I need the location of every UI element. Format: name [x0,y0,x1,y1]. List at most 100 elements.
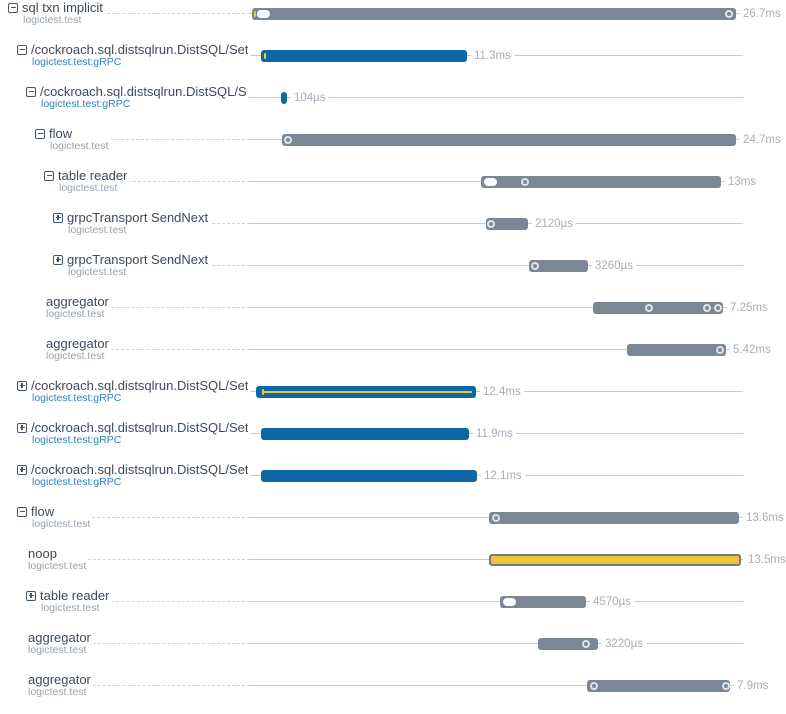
span-label: aggregator logictest.test [28,672,93,698]
child-span-marker [484,178,497,186]
span-title: grpcTransport SendNext [67,210,209,225]
log-event-marker[interactable] [703,304,711,312]
span-title: aggregator [46,336,109,351]
collapse-icon[interactable] [8,2,18,13]
expand-icon[interactable] [26,590,36,601]
log-event-marker[interactable] [722,682,730,690]
span-label: aggregator logictest.test [28,630,93,656]
expand-icon[interactable] [17,380,27,391]
trace-row[interactable]: /cockroach.sql.distsqlrun.DistSQL/Set log… [0,462,786,504]
log-event-marker[interactable] [521,178,529,186]
span-bar[interactable] [500,596,586,608]
span-title: table reader [58,168,128,183]
span-bar[interactable] [593,302,723,314]
trace-row[interactable]: sql txn implicit logictest.test 26.7ms [0,0,786,42]
span-subtitle: logictest.test [59,182,118,194]
log-event-marker[interactable] [645,304,653,312]
log-event-marker[interactable] [487,220,495,228]
collapse-icon[interactable] [44,170,54,181]
trace-row[interactable]: noop logictest.test 13.5ms [0,546,786,588]
trace-row[interactable]: /cockroach.sql.distsqlrun.DistSQL/S logic… [0,84,786,126]
span-bar[interactable] [261,50,467,62]
span-title: aggregator [28,630,91,645]
log-event-marker[interactable] [725,10,733,18]
span-duration: 104µs [291,91,329,105]
span-label: flow logictest.test [35,126,111,152]
span-bar[interactable] [489,554,741,566]
span-bar[interactable] [627,344,726,356]
span-bar[interactable] [587,680,730,692]
leader-line [28,559,250,560]
span-bar[interactable] [261,428,469,440]
timeline-track [250,265,743,266]
trace-row[interactable]: /cockroach.sql.distsqlrun.DistSQL/Set log… [0,42,786,84]
collapse-icon[interactable] [17,506,27,517]
trace-row[interactable]: /cockroach.sql.distsqlrun.DistSQL/Set log… [0,378,786,420]
trace-row[interactable]: flow logictest.test 24.7ms [0,126,786,168]
log-event-marker[interactable] [531,262,539,270]
span-title: /cockroach.sql.distsqlrun.DistSQL/Set [31,42,249,57]
span-title: /cockroach.sql.distsqlrun.DistSQL/Set [31,462,249,477]
span-duration: 26.7ms [740,7,784,21]
span-bar[interactable] [529,260,588,272]
critical-start-marker [254,11,256,17]
expand-icon[interactable] [53,254,63,265]
trace-row[interactable]: aggregator logictest.test 3220µs [0,630,786,672]
span-subtitle: logictest.test:gRPC [41,98,131,110]
expand-icon[interactable] [17,464,27,475]
leader-line [28,643,250,644]
trace-row[interactable]: flow logictest.test 13.6ms [0,504,786,546]
span-label: noop logictest.test [28,546,89,572]
span-title: table reader [40,588,110,603]
log-event-marker[interactable] [492,514,500,522]
collapse-icon[interactable] [35,128,45,139]
span-subtitle: logictest.test [28,686,87,698]
span-bar[interactable] [281,92,287,104]
trace-row[interactable]: grpcTransport SendNext logictest.test 2120… [0,210,786,252]
span-subtitle: logictest.test [46,308,105,320]
trace-row[interactable]: table reader logictest.test 13ms [0,168,786,210]
span-title: aggregator [28,672,91,687]
collapse-icon[interactable] [26,86,36,97]
span-bar[interactable] [481,176,721,188]
span-bar[interactable] [261,470,477,482]
trace-row[interactable]: /cockroach.sql.distsqlrun.DistSQL/Set log… [0,420,786,462]
log-event-marker[interactable] [582,640,590,648]
log-event-marker[interactable] [714,304,722,312]
expand-icon[interactable] [17,422,27,433]
log-event-marker[interactable] [590,682,598,690]
trace-row[interactable]: aggregator logictest.test 7.9ms [0,672,786,714]
span-label: sql txn implicit logictest.test [8,0,105,26]
leader-line [44,181,250,182]
span-bar[interactable] [282,134,736,146]
span-label: aggregator logictest.test [46,294,111,320]
span-label: grpcTransport SendNext logictest.test [53,210,211,236]
trace-row[interactable]: aggregator logictest.test 7.25ms [0,294,786,336]
span-duration: 7.9ms [734,679,772,693]
span-subtitle: logictest.test:gRPC [32,434,122,446]
span-title: aggregator [46,294,109,309]
log-event-marker[interactable] [284,136,292,144]
span-subtitle: logictest.test:gRPC [32,56,122,68]
log-event-marker[interactable] [716,346,724,354]
span-label: flow logictest.test [17,504,93,530]
span-bar[interactable] [486,218,528,230]
span-subtitle: logictest.test [50,140,109,152]
span-title: /cockroach.sql.distsqlrun.DistSQL/Set [31,420,249,435]
span-bar[interactable] [256,386,476,398]
trace-row[interactable]: table reader logictest.test 4570µs [0,588,786,630]
trace-row[interactable]: aggregator logictest.test 5.42ms [0,336,786,378]
expand-icon[interactable] [53,212,63,223]
span-title: /cockroach.sql.distsqlrun.DistSQL/S [40,84,247,99]
span-label: /cockroach.sql.distsqlrun.DistSQL/Set log… [17,462,251,488]
span-subtitle: logictest.test [28,644,87,656]
span-duration: 5.42ms [730,343,774,357]
span-bar[interactable] [252,8,736,20]
span-title: sql txn implicit [22,0,103,15]
span-subtitle: logictest.test:gRPC [32,392,122,404]
trace-row[interactable]: grpcTransport SendNext logictest.test 3260… [0,252,786,294]
leader-line [17,517,250,518]
collapse-icon[interactable] [17,44,27,55]
span-bar[interactable] [489,512,739,524]
